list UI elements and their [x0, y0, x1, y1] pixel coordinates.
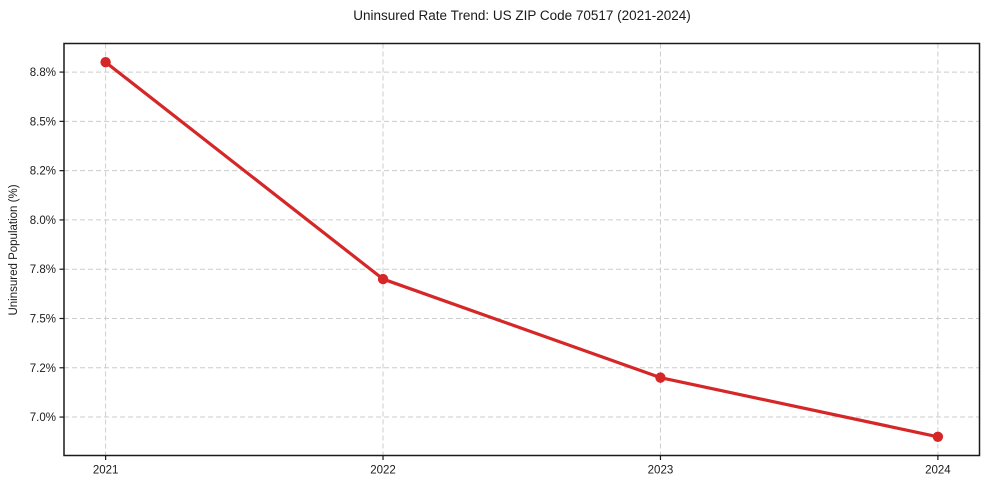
axes-frame	[63, 42, 981, 457]
x-tick-label: 2022	[370, 465, 396, 477]
x-tick-label: 2024	[925, 465, 951, 477]
y-tick-label: 8.0%	[30, 215, 56, 227]
trend-line	[104, 60, 940, 439]
y-tick-label: 7.2%	[30, 363, 56, 375]
data-point	[377, 273, 389, 285]
data-point	[655, 372, 666, 383]
chart-title: Uninsured Rate Trend: US ZIP Code 70517 …	[353, 8, 691, 23]
x-tick-label: 2021	[93, 465, 119, 477]
y-tick-label: 7.0%	[30, 412, 56, 424]
y-tick-label: 7.8%	[30, 264, 56, 276]
data-point	[100, 57, 111, 68]
y-tick-label: 8.2%	[30, 166, 56, 178]
y-tick-label: 8.5%	[30, 116, 56, 128]
y-tick-label: 7.5%	[30, 313, 56, 325]
y-tick-label: 8.8%	[30, 67, 56, 79]
x-tick-label: 2023	[648, 465, 674, 477]
data-point	[932, 431, 944, 442]
